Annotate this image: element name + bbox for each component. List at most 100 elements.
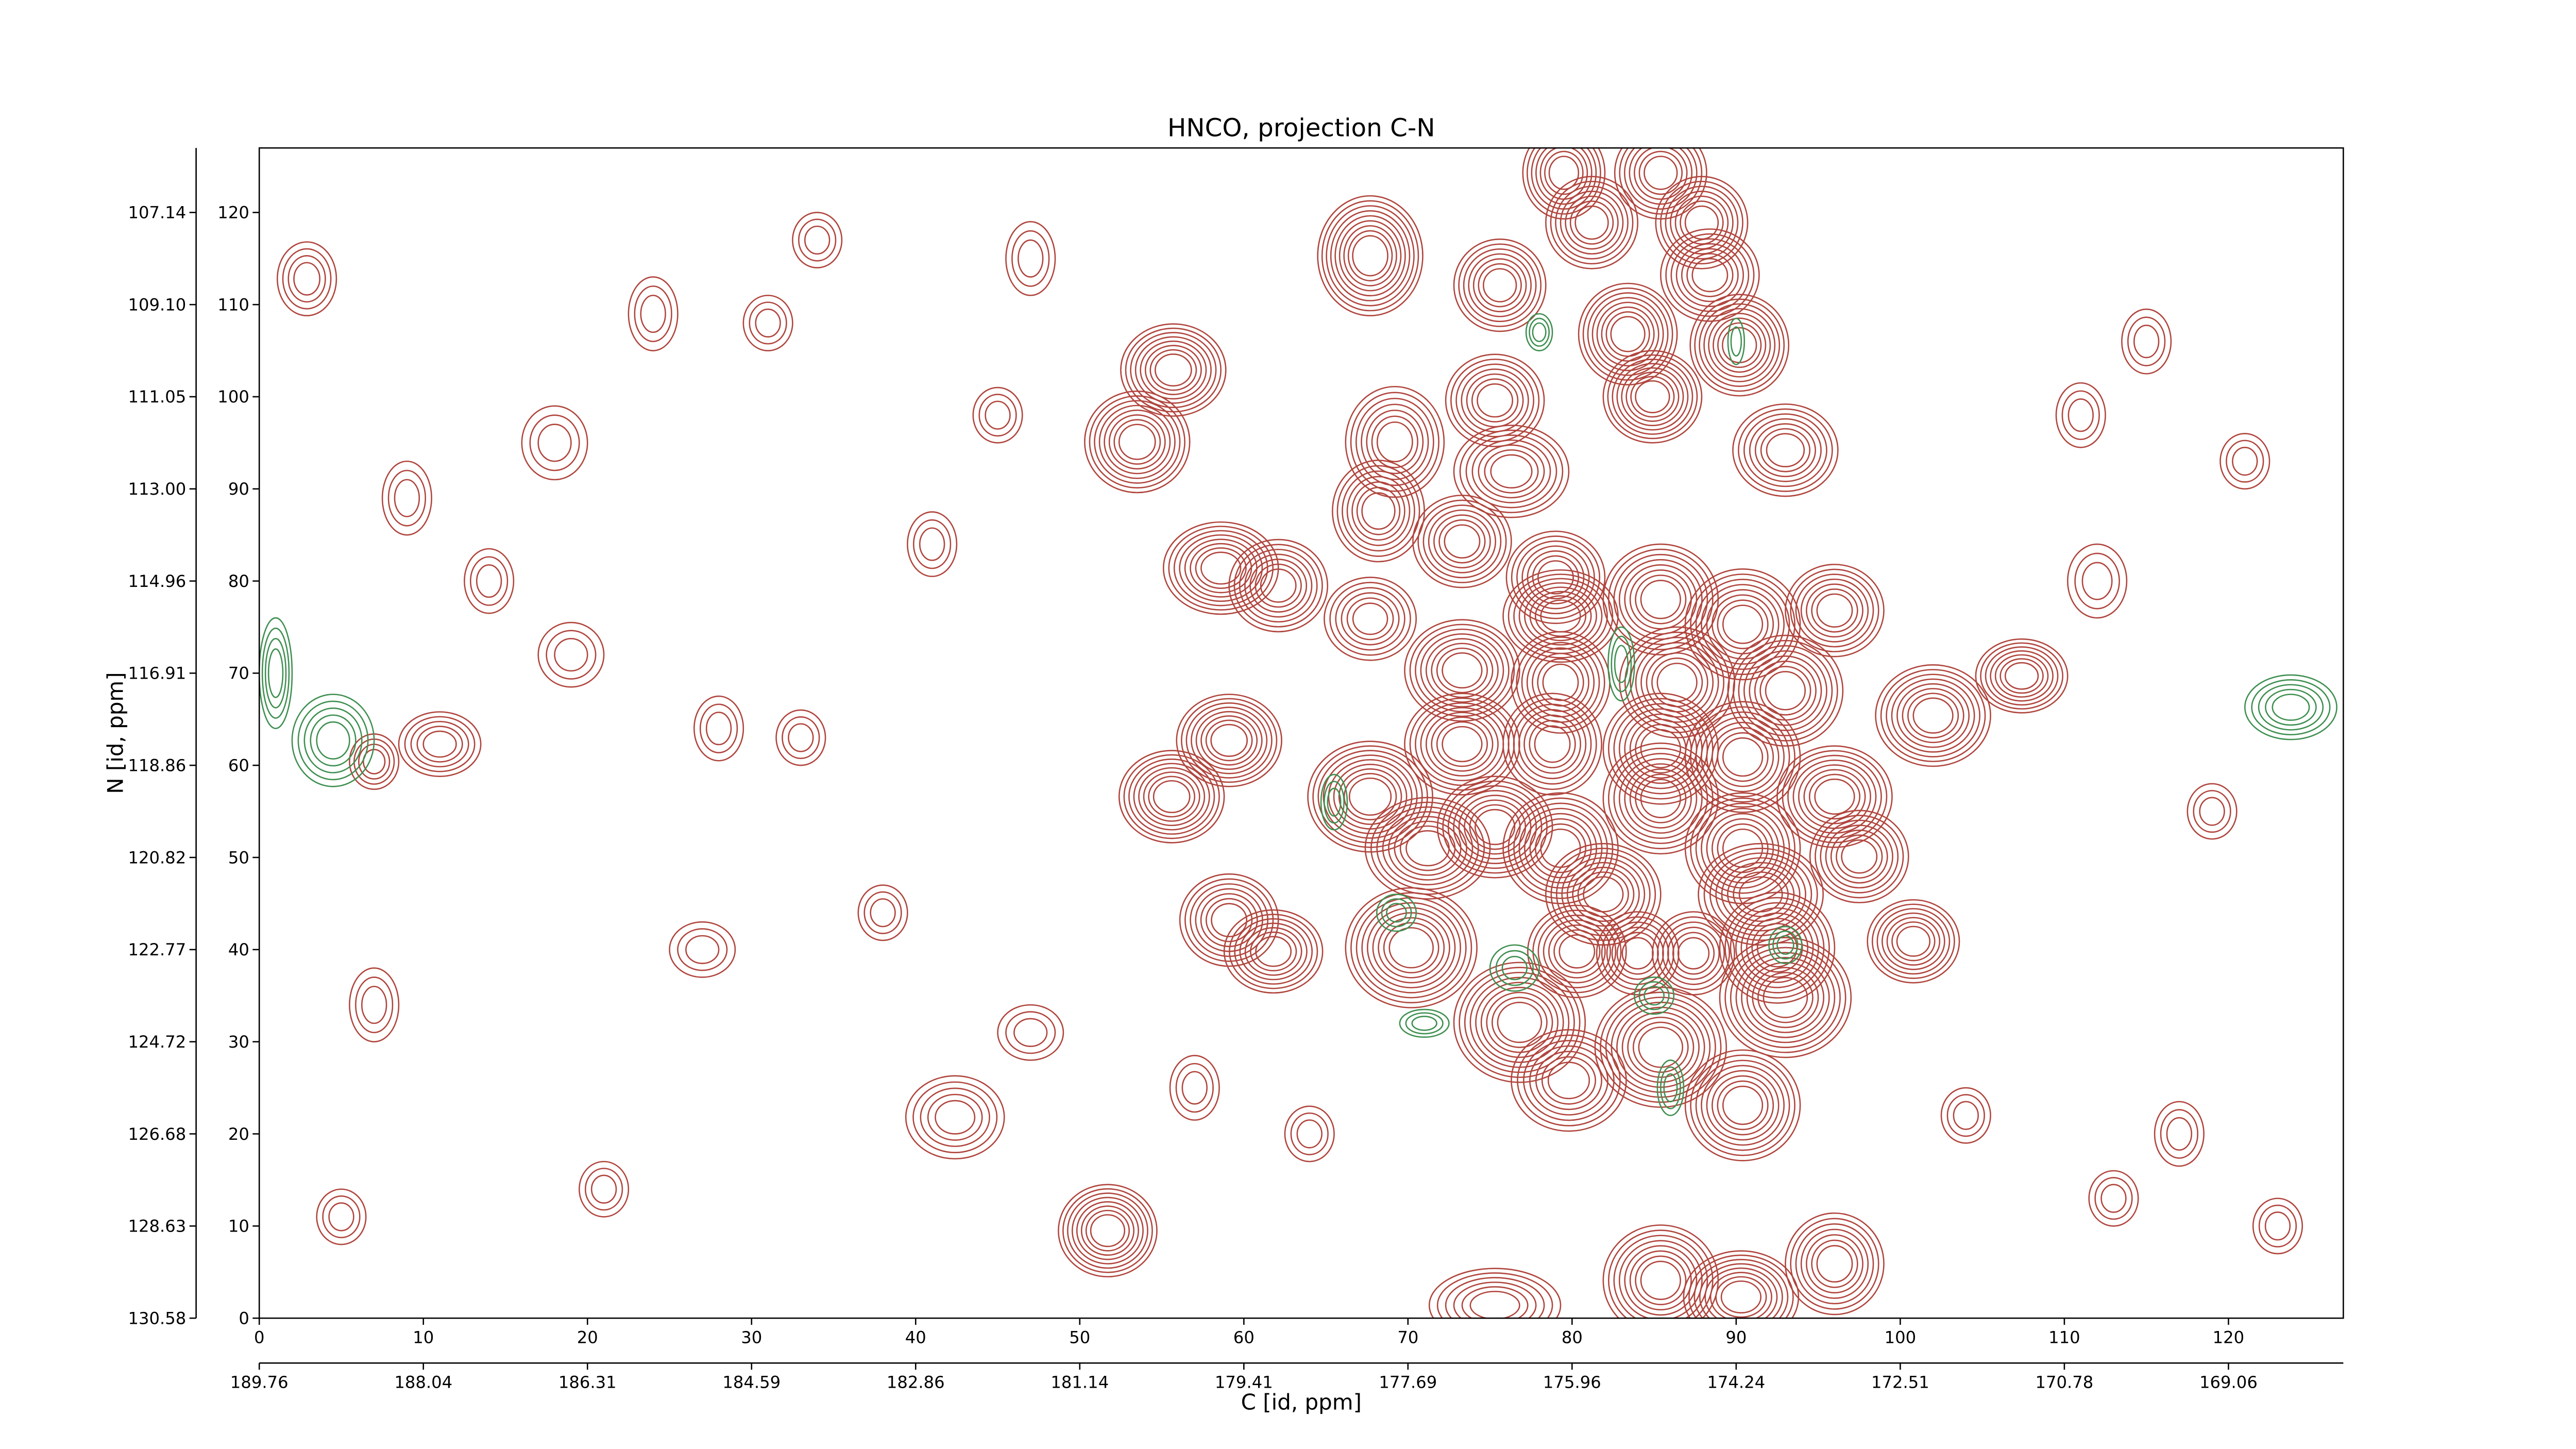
contour-level [1234,918,1313,985]
contour-level [1341,592,1400,646]
peak [1655,176,1749,269]
contour-level [1428,1268,1562,1319]
contour-level [1453,790,1537,864]
contour-level [1018,239,1044,278]
contour-level [1660,180,1743,265]
contour-level [1537,914,1617,988]
contour-level [1746,962,1825,1033]
contour-level [1578,282,1678,385]
contour-level [1695,579,1790,670]
contour-level [1717,322,1762,368]
contour-level [1550,180,1634,265]
contour-level [1350,892,1472,1004]
contour-level [1618,559,1703,640]
contour-level [1501,955,1528,981]
contour-level [1134,336,1212,404]
contour-level [1013,1018,1048,1047]
contour-level [1058,1184,1158,1277]
contour-level [1621,937,1654,970]
contour-level [2127,316,2166,366]
peak [1732,403,1839,497]
x-tick-label: 30 [741,1327,762,1347]
contour-level [1730,326,1742,357]
contour-level [907,511,958,577]
contour-level [264,638,287,709]
contour-level [282,248,332,310]
contour-level [1284,1105,1335,1162]
contour-level [2074,552,2120,610]
contour-level [1795,1223,1874,1305]
contour-level [1388,816,1468,881]
contour-level [1433,514,1491,569]
peak [1445,353,1545,447]
contour-level [1484,449,1539,494]
peak [1120,323,1227,417]
x-tick-label: 120 [2213,1327,2245,1347]
contour-level [1754,423,1816,478]
contour-level [1875,664,1991,767]
contour-level [1162,521,1279,615]
contour-level [1699,303,1781,387]
y2-tick-label: 128.63 [128,1217,186,1236]
contour-level [1005,221,1056,296]
contour-level [1405,1012,1444,1035]
contour-level [1724,897,1830,999]
contour-level [1527,550,1585,604]
contour-level [1706,813,1780,884]
contour-level [1535,148,1592,205]
contour-level [464,548,515,614]
peak [1404,619,1520,722]
contour-level [1638,150,1683,195]
contour-level [381,460,432,536]
contour-level [1665,186,1739,260]
peak [1058,1184,1158,1277]
contour-level [1523,1040,1615,1121]
contour-level [1902,688,1964,744]
contour-level [1317,195,1423,316]
contour-level [361,986,387,1024]
contour-level [1717,599,1769,649]
contour-level [1876,908,1951,975]
y-axis-label: N [id, ppm] [103,672,128,794]
contour-level [287,255,326,303]
contour-level [2166,1117,2193,1151]
contour-level [749,301,787,345]
contour-level [2264,1211,2291,1241]
peak [1975,638,2069,714]
contour-level [1459,429,1564,513]
contour-level [1607,626,1635,702]
contour-level [1529,1045,1608,1116]
contour-level [1980,642,2064,710]
contour-level [1511,535,1601,619]
peak [792,212,843,268]
contour-level [1458,795,1532,860]
contour-level [1896,683,1970,748]
peak [1345,887,1478,1008]
peak [1502,693,1602,796]
contour-level [1738,408,1833,492]
contour-level [1523,714,1582,774]
contour-level [1502,693,1602,796]
peak [1453,238,1547,332]
contour-level [905,1075,1005,1160]
contour-level [1436,776,1553,879]
contour-level [1471,378,1519,423]
contour-level [1703,308,1776,382]
x-tick-label: 110 [2048,1327,2080,1347]
contour-level [1399,1008,1450,1038]
x-tick-label: 0 [254,1327,265,1347]
contour-level [2066,543,2128,619]
contour-level [1381,898,1412,928]
contour-level [1675,243,1744,307]
y-tick-label: 40 [228,940,249,959]
peak [1719,891,1836,1004]
contour-level [2258,1204,2297,1248]
contour-level [1490,454,1533,488]
contour-level [1722,737,1764,777]
peak [579,1160,630,1218]
contour-level [1175,1063,1214,1113]
contour-level [1800,578,1869,643]
y2-tick-label: 116.91 [128,664,186,683]
contour-level [1412,494,1512,588]
contour-level [2133,325,2160,359]
